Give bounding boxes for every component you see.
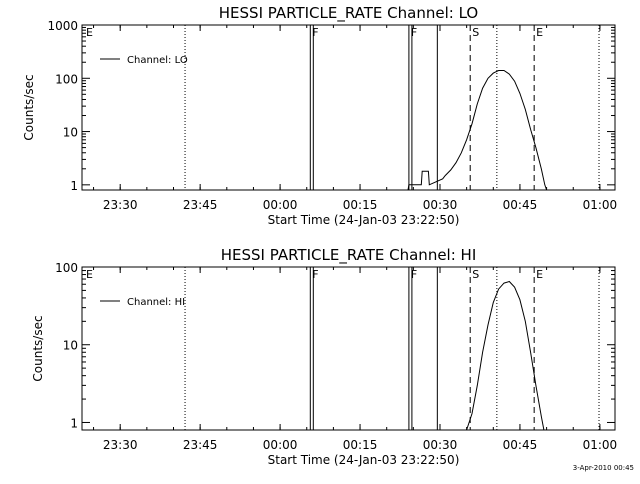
x-axis-label: Start Time (24-Jan-03 23:22:50) — [268, 213, 460, 227]
chart-title: HESSI PARTICLE_RATE Channel: HI — [221, 246, 477, 265]
x-tick-label: 23:30 — [103, 438, 138, 452]
chart-title: HESSI PARTICLE_RATE Channel: LO — [219, 4, 478, 23]
marker-label: E — [86, 26, 93, 39]
marker-label: F — [312, 26, 318, 39]
x-tick-label: 00:15 — [343, 438, 378, 452]
x-tick-label: 01:00 — [583, 198, 618, 212]
marker-label: S — [472, 268, 479, 281]
y-tick-label: 1 — [70, 179, 78, 193]
y-tick-label: 100 — [55, 72, 78, 86]
x-tick-label: 00:45 — [503, 198, 538, 212]
y-axis-label: Counts/sec — [22, 74, 36, 140]
legend-label: Channel: LO — [127, 55, 188, 66]
x-tick-label: 01:00 — [583, 438, 618, 452]
marker-label: F — [312, 268, 318, 281]
x-tick-label: 23:30 — [103, 198, 138, 212]
series-line — [392, 70, 548, 191]
x-tick-label: 23:45 — [183, 438, 218, 452]
y-axis-label: Counts/sec — [31, 315, 45, 381]
y-tick-label: 1000 — [47, 19, 78, 33]
x-tick-label: 23:45 — [183, 198, 218, 212]
chart-panel-2: HESSI PARTICLE_RATE Channel: HI 23:30 23:4… — [31, 246, 617, 467]
legend-label: Channel: HI — [127, 297, 185, 308]
series-line — [466, 280, 545, 431]
x-axis-label: Start Time (24-Jan-03 23:22:50) — [268, 453, 460, 467]
footer-timestamp: 3-Apr-2010 00:45 — [572, 464, 634, 472]
chart-panel-1: HESSI PARTICLE_RATE Channel: LO 23:30 23:4… — [22, 4, 617, 227]
y-tick-label: 10 — [63, 126, 78, 140]
x-tick-label: 00:45 — [503, 438, 538, 452]
marker-label: F — [411, 268, 417, 281]
marker-label: E — [86, 268, 93, 281]
x-tick-label: 00:30 — [423, 438, 458, 452]
plot-frame — [81, 24, 616, 191]
marker-label: S — [472, 26, 479, 39]
y-tick-label: 10 — [63, 339, 78, 353]
marker-label: F — [411, 26, 417, 39]
plot-frame — [81, 266, 616, 431]
marker-label: E — [536, 268, 543, 281]
marker-label: E — [536, 26, 543, 39]
x-tick-label: 00:15 — [343, 198, 378, 212]
x-tick-label: 00:30 — [423, 198, 458, 212]
y-tick-label: 100 — [55, 261, 78, 275]
x-tick-label: 00:00 — [263, 438, 298, 452]
y-tick-label: 1 — [70, 416, 78, 430]
x-tick-label: 00:00 — [263, 198, 298, 212]
